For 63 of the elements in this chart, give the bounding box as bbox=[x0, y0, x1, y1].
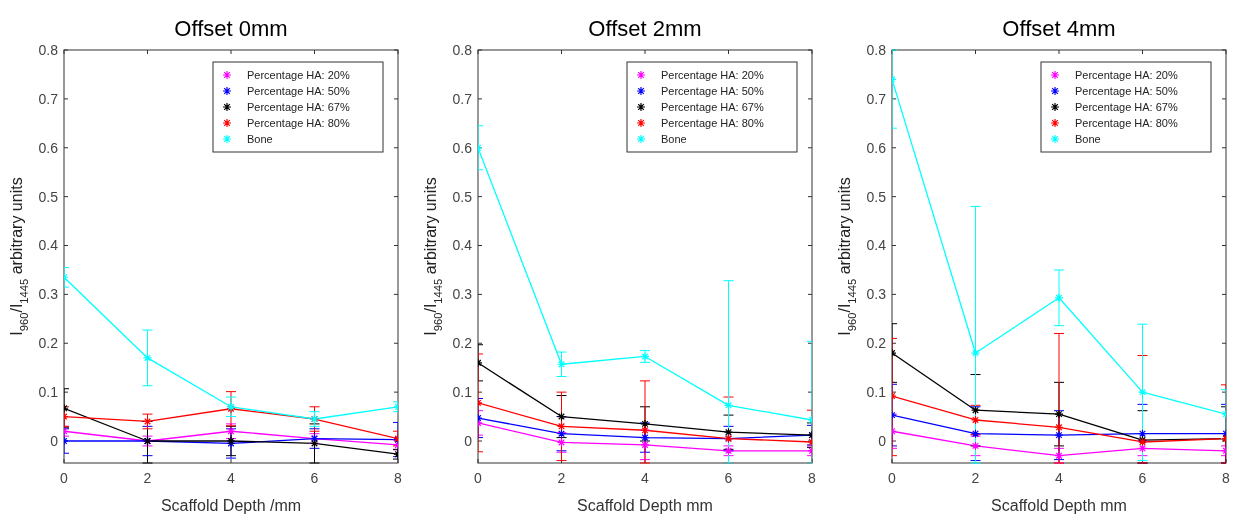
legend-label: Percentage HA: 67% bbox=[661, 100, 764, 113]
y-tick-label: 0.6 bbox=[452, 139, 473, 156]
y-tick-label: 0.6 bbox=[866, 139, 887, 156]
y-tick-label: 0.5 bbox=[866, 188, 887, 205]
y-tick-label: 0.6 bbox=[38, 139, 59, 156]
y-tick-label: 0 bbox=[50, 432, 59, 449]
legend-label: Bone bbox=[661, 132, 687, 145]
legend-label: Percentage HA: 80% bbox=[247, 116, 350, 129]
x-tick-label: 8 bbox=[808, 470, 817, 486]
legend-label: Percentage HA: 80% bbox=[661, 116, 764, 129]
y-tick-label: 0.1 bbox=[866, 384, 887, 401]
x-tick-label: 0 bbox=[60, 470, 69, 486]
y-tick-label: 0.8 bbox=[866, 41, 887, 58]
y-tick-label: 0.2 bbox=[38, 335, 59, 352]
x-tick-label: 4 bbox=[641, 470, 650, 486]
legend-label: Percentage HA: 50% bbox=[1075, 84, 1178, 97]
y-tick-label: 0.4 bbox=[452, 237, 473, 254]
y-tick-label: 0.4 bbox=[866, 237, 887, 254]
y-tick-label: 0.2 bbox=[866, 335, 887, 352]
x-tick-label: 0 bbox=[474, 470, 483, 486]
y-tick-label: 0.2 bbox=[452, 335, 473, 352]
x-tick-label: 0 bbox=[888, 470, 897, 486]
y-tick-label: 0 bbox=[464, 432, 473, 449]
x-axis-title: Scaffold Depth mm bbox=[991, 497, 1127, 514]
y-tick-label: 0 bbox=[878, 432, 887, 449]
legend-label: Bone bbox=[247, 132, 273, 145]
y-tick-label: 0.3 bbox=[866, 286, 887, 303]
legend-label: Percentage HA: 20% bbox=[247, 68, 350, 81]
x-tick-label: 2 bbox=[971, 470, 980, 486]
x-tick-label: 2 bbox=[557, 470, 566, 486]
chart-title: Offset 2mm bbox=[588, 16, 702, 41]
y-tick-label: 0.3 bbox=[452, 286, 473, 303]
y-tick-label: 0.1 bbox=[452, 384, 473, 401]
y-tick-label: 0.5 bbox=[452, 188, 473, 205]
x-tick-label: 6 bbox=[724, 470, 733, 486]
x-tick-label: 6 bbox=[1138, 470, 1147, 486]
x-tick-label: 2 bbox=[143, 470, 152, 486]
legend-label: Bone bbox=[1075, 132, 1101, 145]
x-tick-label: 4 bbox=[1055, 470, 1064, 486]
x-axis-title: Scaffold Depth /mm bbox=[160, 497, 302, 514]
y-tick-label: 0.8 bbox=[452, 41, 473, 58]
chart-title: Offset 0mm bbox=[174, 16, 288, 41]
y-tick-label: 0.8 bbox=[38, 41, 59, 58]
legend-label: Percentage HA: 67% bbox=[247, 100, 350, 113]
legend-label: Percentage HA: 80% bbox=[1075, 116, 1178, 129]
y-tick-label: 0.7 bbox=[38, 90, 59, 107]
x-tick-label: 8 bbox=[394, 470, 403, 486]
legend-label: Percentage HA: 20% bbox=[661, 68, 764, 81]
legend-label: Percentage HA: 50% bbox=[661, 84, 764, 97]
chart-title: Offset 4mm bbox=[1002, 16, 1116, 41]
legend-label: Percentage HA: 67% bbox=[1075, 100, 1178, 113]
y-tick-label: 0.3 bbox=[38, 286, 59, 303]
x-tick-label: 8 bbox=[1222, 470, 1231, 486]
y-tick-label: 0.1 bbox=[38, 384, 59, 401]
x-tick-label: 4 bbox=[227, 470, 236, 486]
x-tick-label: 6 bbox=[310, 470, 319, 486]
legend-label: Percentage HA: 20% bbox=[1075, 68, 1178, 81]
y-tick-label: 0.5 bbox=[38, 188, 59, 205]
x-axis-title: Scaffold Depth mm bbox=[577, 497, 713, 514]
y-tick-label: 0.7 bbox=[866, 90, 887, 107]
y-tick-label: 0.4 bbox=[38, 237, 59, 254]
y-tick-label: 0.7 bbox=[452, 90, 473, 107]
legend-label: Percentage HA: 50% bbox=[247, 84, 350, 97]
